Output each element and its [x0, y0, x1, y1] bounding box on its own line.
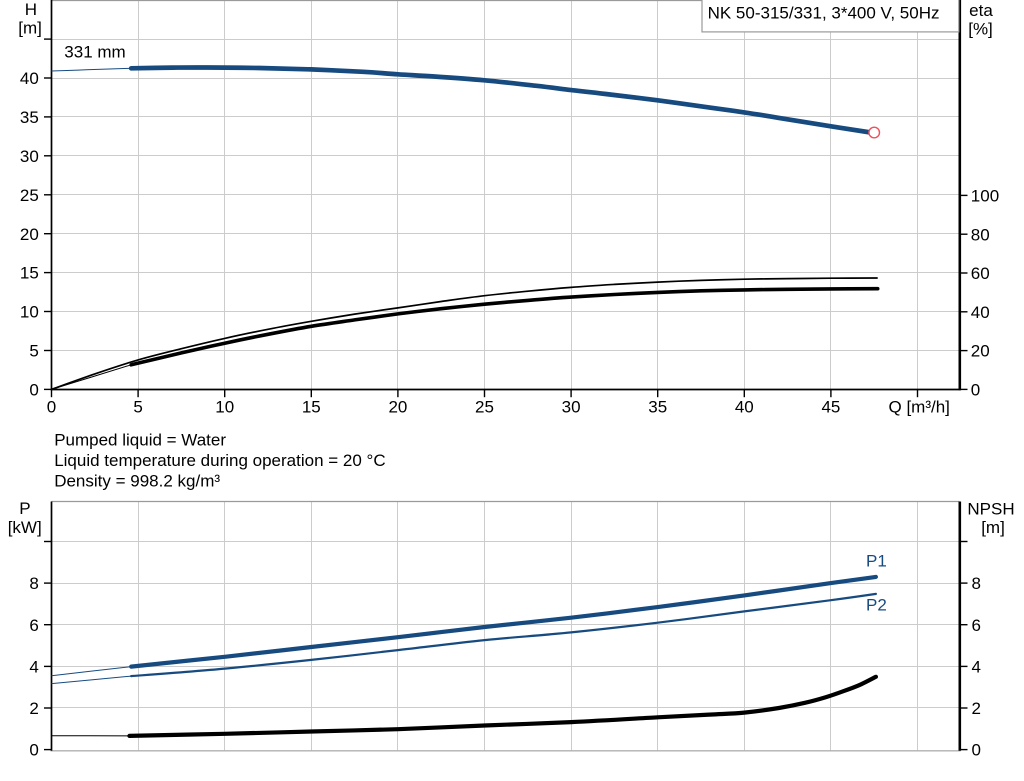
- svg-text:8: 8: [972, 574, 981, 593]
- svg-text:H: H: [25, 0, 37, 19]
- svg-text:25: 25: [475, 398, 494, 417]
- svg-text:4: 4: [29, 658, 38, 677]
- svg-text:eta: eta: [969, 1, 993, 20]
- svg-text:Pumped liquid = Water: Pumped liquid = Water: [54, 431, 226, 450]
- svg-text:0: 0: [29, 741, 38, 760]
- svg-text:25: 25: [20, 186, 39, 205]
- svg-text:[m]: [m]: [18, 19, 42, 38]
- svg-text:Q [m³/h]: Q [m³/h]: [889, 398, 950, 417]
- svg-text:2: 2: [972, 699, 981, 718]
- svg-text:0: 0: [29, 381, 38, 400]
- svg-text:40: 40: [971, 303, 990, 322]
- svg-text:20: 20: [388, 398, 407, 417]
- svg-text:15: 15: [20, 264, 39, 283]
- svg-text:35: 35: [20, 108, 39, 127]
- svg-text:P: P: [19, 499, 30, 518]
- svg-text:4: 4: [972, 658, 981, 677]
- svg-text:6: 6: [972, 616, 981, 635]
- svg-text:20: 20: [971, 342, 990, 361]
- svg-text:30: 30: [20, 147, 39, 166]
- svg-text:Density = 998.2 kg/m³: Density = 998.2 kg/m³: [54, 471, 220, 490]
- svg-text:[%]: [%]: [968, 20, 993, 39]
- svg-text:10: 10: [215, 398, 234, 417]
- svg-text:80: 80: [971, 225, 990, 244]
- svg-text:10: 10: [20, 303, 39, 322]
- svg-text:[kW]: [kW]: [8, 518, 42, 537]
- svg-text:15: 15: [302, 398, 321, 417]
- svg-text:100: 100: [971, 187, 999, 206]
- svg-text:20: 20: [20, 225, 39, 244]
- svg-text:P1: P1: [866, 552, 887, 571]
- svg-text:45: 45: [821, 398, 840, 417]
- svg-text:NK 50-315/331, 3*400 V, 50Hz: NK 50-315/331, 3*400 V, 50Hz: [708, 4, 940, 23]
- svg-text:Liquid temperature during oper: Liquid temperature during operation = 20…: [54, 451, 385, 470]
- svg-text:0: 0: [972, 741, 981, 760]
- svg-text:0: 0: [971, 381, 980, 400]
- svg-text:NPSH: NPSH: [967, 500, 1014, 519]
- svg-text:40: 40: [735, 398, 754, 417]
- svg-text:30: 30: [562, 398, 581, 417]
- svg-text:[m]: [m]: [981, 518, 1005, 537]
- svg-text:331 mm: 331 mm: [64, 43, 125, 62]
- svg-text:60: 60: [971, 264, 990, 283]
- svg-text:5: 5: [29, 342, 38, 361]
- svg-text:35: 35: [648, 398, 667, 417]
- svg-text:6: 6: [29, 616, 38, 635]
- svg-text:P2: P2: [866, 595, 887, 614]
- svg-text:8: 8: [29, 574, 38, 593]
- svg-text:5: 5: [133, 398, 142, 417]
- svg-text:2: 2: [29, 699, 38, 718]
- svg-text:40: 40: [20, 69, 39, 88]
- svg-text:0: 0: [47, 398, 56, 417]
